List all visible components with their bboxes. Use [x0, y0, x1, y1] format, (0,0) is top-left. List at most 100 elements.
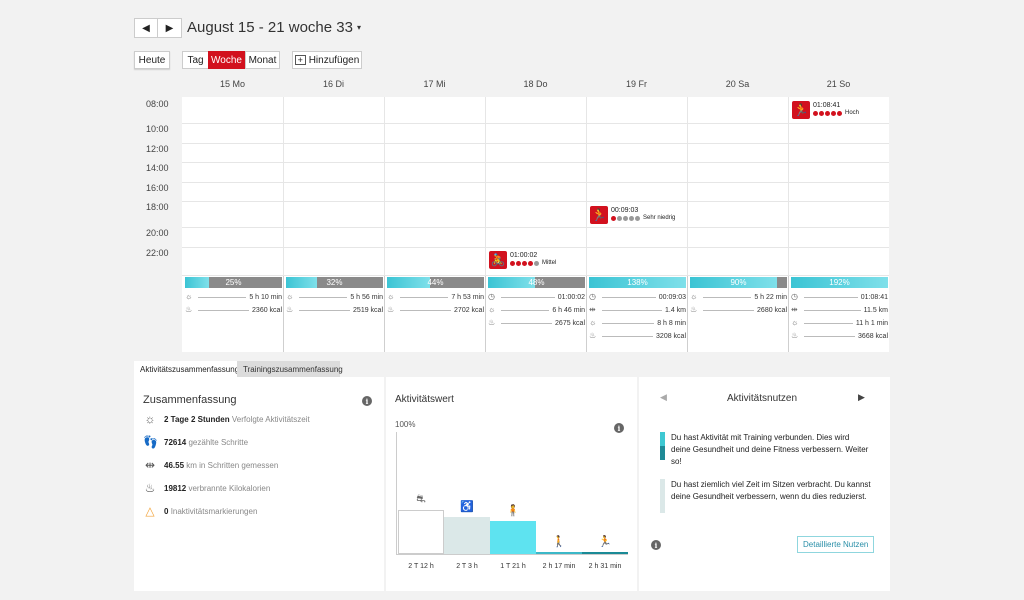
stat-text: km in Schritten gemessen: [186, 460, 279, 470]
activity-goal-pct: 192%: [829, 278, 850, 287]
view-month-button[interactable]: Monat: [245, 51, 280, 69]
today-button[interactable]: Heute: [134, 51, 170, 69]
day-summary[interactable]: 138% ◷ 00:09:03 ⇹ 1.4 km ☼ 8 h 8 min ♨ 3…: [589, 277, 686, 340]
dotted-line: [501, 323, 553, 324]
benefit-item: Du hast ziemlich viel Zeit im Sitzen ver…: [660, 479, 871, 513]
summary-value: 5 h 56 min: [350, 294, 383, 301]
steps-icon: 👣: [143, 435, 158, 449]
intensity-label: Sehr niedrig: [643, 215, 676, 221]
stat-value: 0: [164, 506, 169, 516]
dotted-line: [501, 297, 555, 298]
summary-panel: [134, 377, 384, 591]
summary-stat: ♨ 19812 verbrannte Kilokalorien: [143, 481, 271, 495]
event-duration: 01:08:41: [813, 102, 841, 109]
chart-y-axis: [396, 432, 397, 554]
stat-text: Verfolgte Aktivitätszeit: [231, 414, 310, 424]
dotted-line: [804, 297, 858, 298]
summary-value: 01:00:02: [557, 294, 585, 301]
prev-week-button[interactable]: ◀: [134, 18, 158, 38]
summary-value: 8 h 8 min: [657, 320, 686, 327]
view-week-button[interactable]: Woche: [208, 51, 245, 69]
summary-value: 5 h 22 min: [754, 294, 787, 301]
distance-icon: ⇹: [144, 458, 156, 472]
dotted-line: [703, 310, 755, 311]
detailed-benefits-button[interactable]: Detaillierte Nutzen: [797, 536, 875, 553]
add-button[interactable]: + Hinzufügen: [292, 51, 362, 69]
summary-row: ◷ 01:00:02: [488, 288, 585, 301]
grid-line: [485, 97, 486, 275]
distance-icon: ⇹: [589, 305, 596, 314]
calories-icon: ♨: [791, 331, 799, 340]
summary-row: ☼ 11 h 1 min: [791, 314, 888, 327]
activity-goal-fill: [690, 277, 778, 288]
view-day-button[interactable]: Tag: [182, 51, 209, 69]
dotted-line: [602, 297, 656, 298]
next-week-button[interactable]: ▶: [158, 18, 182, 38]
grid-line: [283, 276, 284, 352]
summary-value: 3208 kcal: [656, 333, 686, 340]
day-header: 21 So: [826, 79, 851, 89]
dotted-line: [501, 310, 550, 311]
info-icon[interactable]: i: [362, 396, 372, 406]
activity-level-bar[interactable]: [490, 521, 536, 554]
activity-goal-bar: 44%: [387, 277, 484, 288]
tab-training-summary[interactable]: Trainingszusammenfassung: [237, 361, 343, 377]
grid-line: [384, 97, 385, 275]
summary-row: ☼ 7 h 53 min: [387, 288, 484, 301]
activity-level-bar[interactable]: [444, 517, 490, 554]
info-icon[interactable]: i: [614, 423, 624, 433]
activity-goal-pct: 25%: [225, 278, 242, 287]
activity-time-icon: ☼: [690, 292, 698, 301]
tab-activity-summary[interactable]: Aktivitätszusammenfassung: [134, 361, 239, 377]
intensity-dot: [813, 110, 818, 116]
activity-level-bar[interactable]: [582, 551, 628, 554]
training-time-icon: ◷: [589, 292, 596, 301]
summary-value: 2519 kcal: [353, 307, 383, 314]
benefit-prev-icon[interactable]: ◀: [660, 392, 667, 402]
day-summary[interactable]: 48% ◷ 01:00:02 ☼ 6 h 46 min ♨ 2675 kcal: [488, 277, 585, 327]
dotted-line: [602, 323, 655, 324]
summary-value: 5 h 10 min: [249, 294, 282, 301]
summary-row: ◷ 00:09:03: [589, 288, 686, 301]
inactivity-icon: △: [145, 504, 155, 518]
activity-benefit-panel: [639, 377, 890, 591]
day-summary[interactable]: 90% ☼ 5 h 22 min ♨ 2680 kcal: [690, 277, 787, 314]
activity-goal-pct: 44%: [427, 278, 444, 287]
activity-goal-pct: 48%: [528, 278, 545, 287]
day-summary[interactable]: 25% ☼ 5 h 10 min ♨ 2360 kcal: [185, 277, 282, 314]
summary-row: ♨ 2680 kcal: [690, 301, 787, 314]
benefit-text: Du hast ziemlich viel Zeit im Sitzen ver…: [671, 480, 871, 501]
stat-value: 19812: [164, 483, 187, 493]
activity-level-bar[interactable]: [398, 510, 444, 554]
week-nav: ◀ ▶: [134, 18, 182, 38]
summary-row: ☼ 5 h 56 min: [286, 288, 383, 301]
activity-level-label: 2 T 3 h: [456, 563, 478, 570]
activity-goal-fill: [185, 277, 210, 288]
summary-row: ♨ 2519 kcal: [286, 301, 383, 314]
calendar-event[interactable]: 🚴 01:00:02 Mittel: [489, 251, 556, 269]
activity-goal-bar: 32%: [286, 277, 383, 288]
week-selector[interactable]: August 15 - 21 woche 33 ▾: [187, 19, 361, 36]
week-label: August 15 - 21 woche 33: [187, 19, 353, 36]
day-summary[interactable]: 44% ☼ 7 h 53 min ♨ 2702 kcal: [387, 277, 484, 314]
time-label: 12:00: [146, 144, 169, 154]
add-button-label: Hinzufügen: [308, 54, 360, 66]
intensity-label: Mittel: [542, 260, 557, 266]
day-summary[interactable]: 32% ☼ 5 h 56 min ♨ 2519 kcal: [286, 277, 383, 314]
summary-value: 2360 kcal: [252, 307, 282, 314]
info-icon[interactable]: i: [651, 540, 661, 550]
summary-row: ☼ 8 h 8 min: [589, 314, 686, 327]
grid-line: [182, 275, 889, 276]
activity-goal-fill: [791, 277, 888, 288]
summary-value: 3668 kcal: [858, 333, 888, 340]
benefit-next-icon[interactable]: ▶: [858, 392, 865, 402]
calendar-event[interactable]: 🏃 00:09:03 Sehr niedrig: [590, 206, 675, 224]
grid-line: [687, 276, 688, 352]
activity-level-bar[interactable]: [536, 551, 582, 554]
summary-row: ☼ 6 h 46 min: [488, 301, 585, 314]
calendar-event[interactable]: 🏃 01:08:41 Hoch: [792, 101, 859, 119]
summary-row: ☼ 5 h 22 min: [690, 288, 787, 301]
activity-goal-bar: 25%: [185, 277, 282, 288]
grid-line: [182, 162, 889, 163]
day-summary[interactable]: 192% ◷ 01:08:41 ⇹ 11.5 km ☼ 11 h 1 min ♨…: [791, 277, 888, 340]
